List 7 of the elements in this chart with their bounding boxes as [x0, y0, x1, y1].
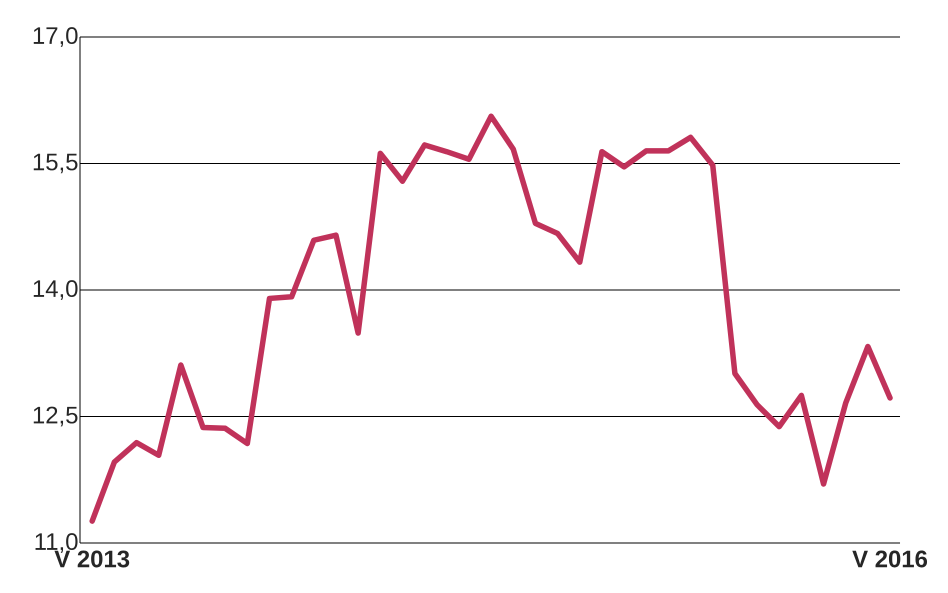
y-tick-label: 14,0	[34, 280, 78, 300]
y-tick-label: 17,0	[34, 27, 78, 47]
y-tick-label: 15,5	[34, 154, 78, 174]
y-tick-label: 11,0	[36, 533, 78, 553]
y-tick-label: 12,5	[34, 406, 78, 426]
x-tick-label: V 2013	[54, 550, 130, 568]
x-tick-label: V 2016	[852, 550, 928, 568]
